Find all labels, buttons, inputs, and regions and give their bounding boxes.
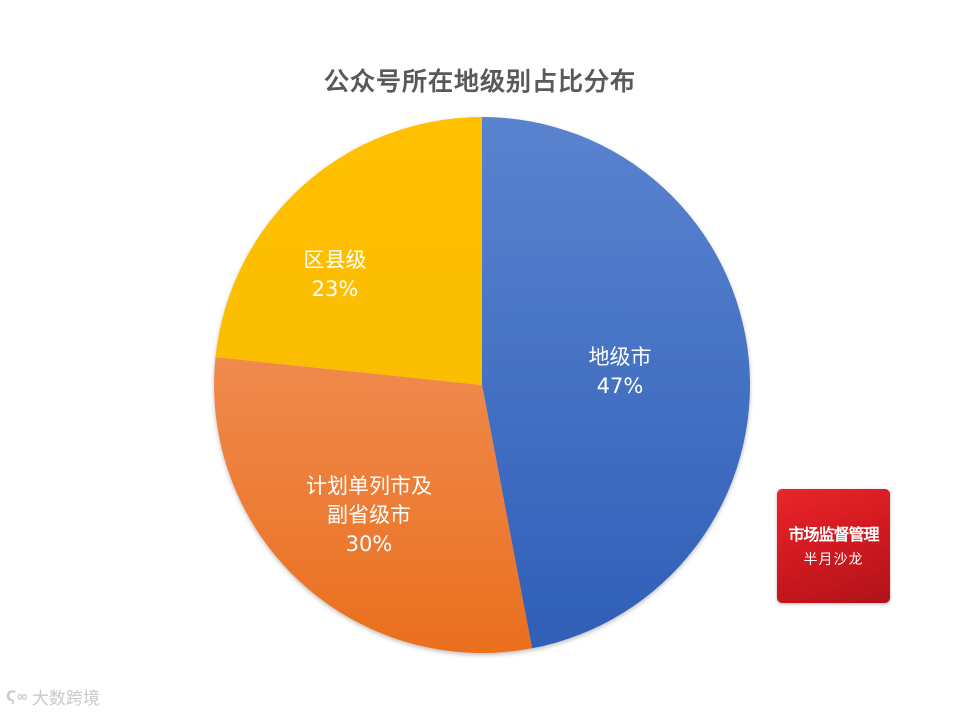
brand-logo: 市场监督管理 半月沙龙 (777, 489, 890, 603)
label-jihuadanlie: 计划单列市及 副省级市 30% (284, 472, 454, 559)
watermark-logo-icon: Ϛ∞ (6, 688, 28, 705)
label-dijishi-pct: 47% (596, 374, 644, 398)
label-jihuadanlie-line1: 计划单列市及 (306, 474, 432, 498)
label-quxianji-pct: 23% (311, 277, 359, 301)
label-dijishi-name: 地级市 (588, 345, 652, 369)
label-quxianji-name: 区县级 (303, 248, 367, 272)
watermark-text: 大数跨境 (31, 689, 100, 709)
label-dijishi: 地级市 47% (560, 343, 680, 401)
label-jihuadanlie-line2: 副省级市 (327, 503, 411, 527)
pie-slice-quxianji[interactable] (215, 117, 483, 385)
label-quxianji: 区县级 23% (275, 246, 395, 304)
logo-line1: 市场监督管理 (788, 525, 879, 544)
watermark: Ϛ∞ 大数跨境 (6, 684, 100, 710)
pie-slice-dijishi[interactable] (482, 117, 751, 649)
pie-slice-jihuadanlie[interactable] (214, 357, 532, 653)
logo-line2: 半月沙龙 (803, 552, 864, 568)
label-jihuadanlie-pct: 30% (345, 532, 393, 556)
chart-title: 公众号所在地级别占比分布 (323, 67, 636, 96)
